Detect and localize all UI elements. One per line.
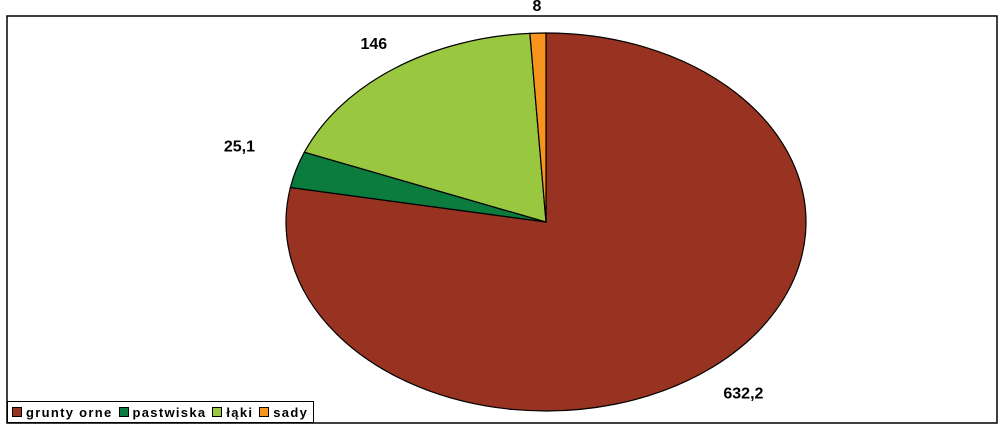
legend-label-laki: łąki xyxy=(226,404,254,420)
legend-label-sady: sady xyxy=(273,404,309,420)
legend-swatch-sady xyxy=(259,407,270,417)
legend-swatch-grunty-orne xyxy=(12,407,22,417)
pie-slice-łąki xyxy=(303,32,547,223)
data-label-pastwiska: 25,1 xyxy=(224,139,255,156)
legend-swatch-pastwiska xyxy=(118,407,129,417)
legend: grunty orne pastwiska łąki sady xyxy=(7,401,315,423)
legend-item-sady: sady xyxy=(259,405,308,420)
plot-area-border xyxy=(6,15,998,424)
legend-item-laki: łąki xyxy=(212,405,253,420)
legend-item-grunty-orne: grunty orne xyxy=(12,405,113,420)
data-labels: 632,2 25,1 146 8 xyxy=(224,0,764,402)
data-label-sady: 8 xyxy=(533,0,542,15)
legend-label-grunty-orne: grunty orne xyxy=(26,404,113,420)
legend-label-pastwiska: pastwiska xyxy=(132,404,207,420)
legend-item-pastwiska: pastwiska xyxy=(118,404,207,420)
data-label-grunty-orne: 632,2 xyxy=(723,385,763,402)
legend-swatch-laki xyxy=(212,407,223,417)
pie-slices xyxy=(285,32,807,412)
pie-slice-sady xyxy=(529,32,547,223)
data-label-łąki: 146 xyxy=(360,36,387,53)
